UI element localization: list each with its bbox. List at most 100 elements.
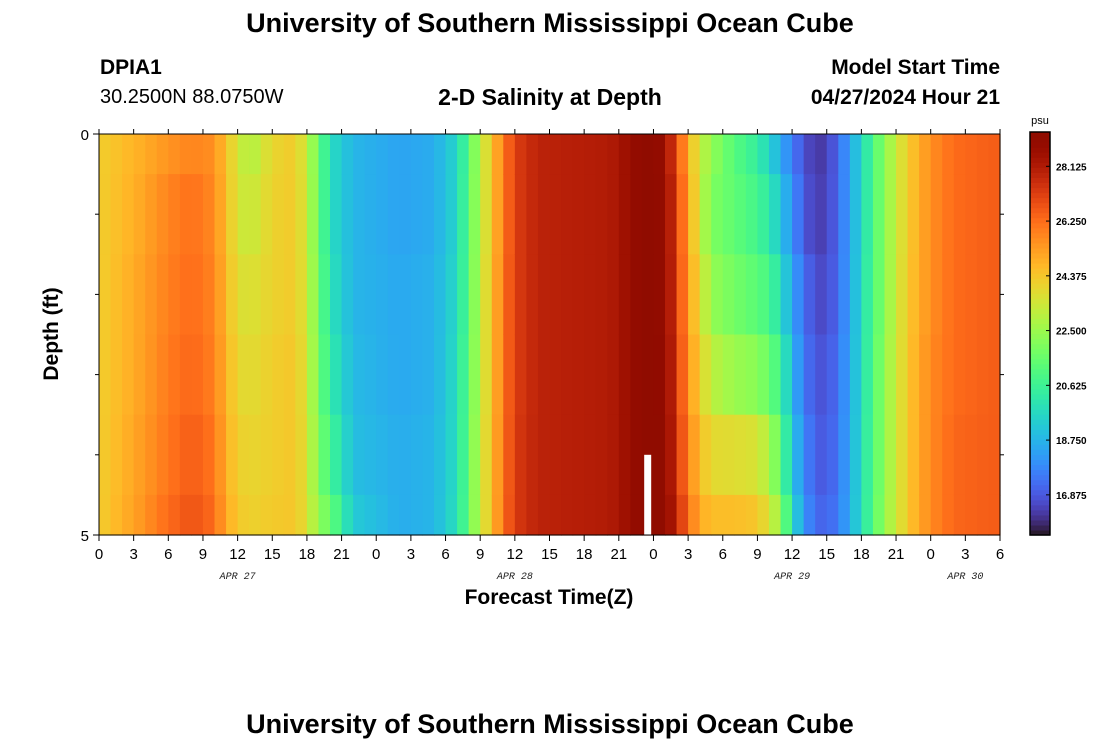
heatmap-cell — [110, 334, 123, 416]
colorbar-segment — [1030, 207, 1050, 214]
heatmap-cell — [341, 414, 354, 496]
heatmap-cell — [861, 494, 874, 536]
heatmap-cell — [618, 494, 631, 536]
heatmap-cell — [595, 334, 608, 416]
heatmap-cell — [722, 414, 735, 496]
x-tick-label: 6 — [441, 546, 449, 563]
heatmap-cell — [988, 174, 1001, 255]
heatmap-cell — [364, 134, 377, 175]
heatmap-cell — [549, 414, 562, 496]
heatmap-cell — [306, 134, 320, 175]
colorbar-segment — [1030, 424, 1050, 430]
heatmap-cell — [711, 134, 724, 175]
heatmap-cell — [353, 414, 366, 496]
heatmap-cell — [942, 334, 955, 416]
colorbar-segment — [1030, 444, 1050, 450]
date-label: APR 29 — [773, 572, 810, 583]
heatmap-cell — [237, 254, 250, 336]
colorbar-segment — [1030, 404, 1050, 410]
heatmap-cell — [202, 174, 216, 255]
colorbar-segment — [1030, 464, 1050, 471]
heatmap-cell — [572, 134, 585, 175]
heatmap-cell — [272, 414, 285, 496]
heatmap-cell — [318, 174, 331, 255]
heatmap-cell — [145, 254, 158, 336]
heatmap-cell — [387, 134, 400, 175]
colorbar-segment — [1030, 419, 1050, 425]
heatmap-cell — [295, 414, 308, 496]
heatmap-cell — [179, 134, 193, 175]
colorbar-segment — [1030, 398, 1050, 405]
heatmap-cell — [110, 494, 123, 536]
heatmap-cell — [110, 254, 123, 336]
heatmap-cell — [433, 414, 447, 496]
heatmap-cell — [433, 174, 447, 255]
heatmap-cell — [133, 254, 146, 336]
heatmap-cell — [468, 334, 481, 416]
heatmap-cell — [514, 334, 527, 416]
heatmap-cell — [745, 414, 759, 496]
heatmap-cell — [503, 494, 516, 536]
heatmap-cell — [122, 414, 135, 496]
heatmap-cell — [491, 494, 504, 536]
heatmap-cell — [757, 334, 770, 416]
heatmap-cell — [410, 494, 424, 536]
x-tick-label: 9 — [476, 546, 484, 563]
heatmap-cell — [965, 134, 978, 175]
heatmap-cell — [607, 174, 620, 255]
heatmap-cell — [526, 254, 539, 336]
heatmap-cell — [341, 254, 354, 336]
heatmap-cell — [260, 174, 273, 255]
heatmap-cell — [226, 174, 239, 255]
heatmap-cell — [237, 414, 250, 496]
x-axis-title: Forecast Time(Z) — [465, 586, 634, 609]
heatmap-cell — [815, 414, 828, 496]
heatmap-cell — [99, 494, 112, 536]
heatmap-cell — [930, 134, 943, 175]
heatmap-cell — [179, 334, 193, 416]
heatmap-cell — [122, 174, 135, 255]
heatmap-cell — [838, 174, 851, 255]
heatmap-cell — [780, 254, 793, 336]
heatmap-cell — [988, 494, 1001, 536]
heatmap-cell — [676, 174, 689, 255]
heatmap-cell — [572, 494, 585, 536]
heatmap-cell — [272, 174, 285, 255]
x-tick-label: 21 — [610, 546, 627, 563]
heatmap-cell — [191, 174, 204, 255]
heatmap-cell — [110, 174, 123, 255]
heatmap-cell — [607, 414, 620, 496]
heatmap-cell — [676, 254, 689, 336]
colorbar-segment — [1030, 368, 1050, 375]
missing-data-marker — [644, 454, 652, 535]
x-axis: 0 3 6 9 12 15 18 21 0 3 6 9 12 15 18 21 0 3 6 9 12 15 18 21 0 3 6 A… — [95, 129, 1004, 583]
heatmap-cell — [457, 334, 470, 416]
heatmap-cell — [514, 134, 527, 175]
heatmap-cell — [907, 334, 920, 416]
heatmap-cell — [156, 134, 169, 175]
heatmap-cell — [514, 494, 527, 536]
heatmap-cell — [688, 334, 701, 416]
heatmap-cell — [145, 174, 158, 255]
heatmap-cell — [745, 174, 759, 255]
heatmap-cell — [410, 414, 424, 496]
colorbar-segment — [1030, 303, 1050, 309]
heatmap-cell — [306, 174, 320, 255]
heatmap-cell — [872, 134, 886, 175]
colorbar-segment — [1030, 217, 1050, 224]
heatmap-cell — [722, 254, 735, 336]
colorbar-segment — [1030, 242, 1050, 249]
heatmap-cell — [930, 174, 943, 255]
heatmap-cell — [491, 254, 504, 336]
heatmap-cell — [641, 174, 655, 255]
colorbar: psu 28.125 26.250 24.375 22.500 20.625 18.750 1… — [1029, 115, 1087, 536]
heatmap-cell — [295, 494, 308, 536]
heatmap-cell — [988, 334, 1001, 416]
heatmap-cell — [156, 334, 169, 416]
heatmap-cell — [872, 174, 886, 255]
heatmap-cell — [226, 134, 239, 175]
heatmap-cell — [376, 174, 389, 255]
heatmap-cell — [283, 414, 296, 496]
heatmap-cell — [792, 494, 805, 536]
colorbar-segment — [1030, 429, 1050, 435]
